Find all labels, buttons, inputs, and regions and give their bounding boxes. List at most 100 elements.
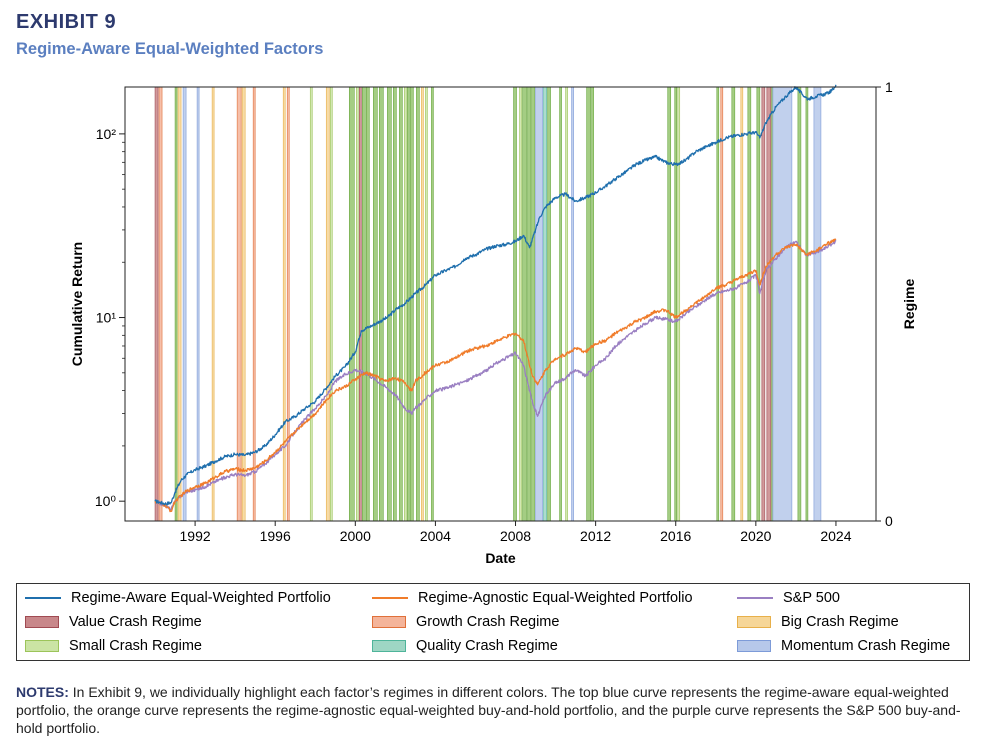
regime-band — [431, 86, 434, 522]
regime-band — [410, 86, 414, 522]
band-growth-crash-regime — [158, 86, 163, 522]
band-momentum-crash-regime — [535, 86, 543, 522]
legend-swatch — [737, 640, 771, 652]
band-growth-crash-regime — [720, 86, 724, 522]
regime-band — [531, 86, 535, 522]
band-value-crash-regime — [761, 86, 766, 522]
exhibit-title: EXHIBIT 9 — [16, 11, 117, 33]
legend-label: Small Crash Regime — [69, 638, 202, 654]
band-value-crash-regime — [766, 86, 772, 522]
x-tick-label: 2012 — [580, 528, 611, 544]
plot-frame — [124, 86, 877, 522]
band-growth-crash-regime — [252, 86, 256, 522]
band-small-crash-regime — [677, 86, 681, 522]
legend-label: Value Crash Regime — [69, 614, 202, 630]
regime-band — [674, 86, 678, 522]
band-big-crash-regime — [177, 86, 182, 522]
y2-tick-label: 0 — [885, 513, 893, 529]
band-big-crash-regime — [325, 86, 330, 522]
regime-band — [399, 86, 403, 522]
regime-band — [362, 86, 366, 522]
legend-item-small-crash-regime: Small Crash Regime — [25, 638, 202, 654]
regime-bands — [154, 86, 822, 522]
regime-band — [522, 86, 527, 522]
band-small-crash-regime — [309, 86, 313, 522]
band-big-crash-regime — [282, 86, 286, 522]
regime-band — [591, 86, 594, 522]
regime-band — [379, 86, 384, 522]
band-momentum-crash-regime — [772, 86, 793, 522]
legend-swatch — [25, 597, 61, 599]
regime-band — [797, 86, 802, 522]
legend-swatch — [25, 640, 59, 652]
legend-item-momentum-crash-regime: Momentum Crash Regime — [737, 638, 950, 654]
regime-band — [731, 86, 736, 522]
x-tick-label: 2000 — [340, 528, 371, 544]
regime-band — [586, 86, 591, 522]
regime-band — [667, 86, 672, 522]
band-big-crash-regime — [421, 86, 424, 522]
x-tick-label: 1996 — [260, 528, 291, 544]
legend-swatch — [372, 597, 408, 599]
band-momentum-crash-regime — [182, 86, 187, 522]
x-axis-label: Date — [485, 550, 516, 566]
x-tick-label: 2024 — [820, 528, 851, 544]
band-value-crash-regime — [359, 86, 362, 522]
notes-label: NOTES: — [16, 684, 69, 700]
regime-band — [416, 86, 420, 522]
band-quality-crash-regime — [543, 86, 547, 522]
series-line-s-p-500 — [154, 239, 837, 512]
legend-label: Regime-Aware Equal-Weighted Portfolio — [71, 590, 331, 606]
legend-swatch — [737, 597, 773, 599]
legend-label: Big Crash Regime — [781, 614, 899, 630]
legend-item-quality-crash-regime: Quality Crash Regime — [372, 638, 558, 654]
regime-band — [527, 86, 531, 522]
legend-swatch — [737, 616, 771, 628]
legend-item-value-crash-regime: Value Crash Regime — [25, 614, 202, 630]
regime-band — [805, 86, 809, 522]
band-small-crash-regime — [425, 86, 428, 522]
regime-band — [547, 86, 551, 522]
exhibit-subtitle: Regime-Aware Equal-Weighted Factors — [16, 40, 324, 58]
legend-item-s-p-500: S&P 500 — [737, 590, 840, 606]
band-small-crash-regime — [356, 86, 359, 522]
x-tick-label: 2008 — [500, 528, 531, 544]
series-lines — [154, 84, 837, 513]
series-line-regime-agnostic-equal-weighted-portfolio — [154, 238, 837, 513]
regime-band — [756, 86, 761, 522]
band-small-crash-regime — [329, 86, 333, 522]
regime-band — [393, 86, 397, 522]
regime-band — [373, 86, 378, 522]
legend-label: Momentum Crash Regime — [781, 638, 951, 654]
regime-band — [407, 86, 410, 522]
notes-text: In Exhibit 9, we individually highlight … — [16, 684, 961, 736]
x-tick-label: 1992 — [180, 528, 211, 544]
chart-canvas: 1992 1996 2000 2004 2008 2012 2016 2020 2024 10⁰ 1… — [69, 79, 917, 566]
legend-swatch — [25, 616, 59, 628]
band-momentum-crash-regime — [813, 86, 822, 522]
legend-item-big-crash-regime: Big Crash Regime — [737, 614, 899, 630]
band-value-crash-regime — [154, 86, 159, 522]
regime-band — [770, 86, 774, 522]
regime-band — [348, 86, 355, 522]
band-growth-crash-regime — [286, 86, 290, 522]
y2-tick-label: 1 — [885, 79, 893, 95]
x-tick-label: 2016 — [660, 528, 691, 544]
legend-swatch — [372, 640, 406, 652]
legend: Regime-Aware Equal-Weighted Portfolio Reg… — [16, 583, 970, 661]
x-tick-label: 2004 — [420, 528, 451, 544]
band-big-crash-regime — [740, 86, 744, 522]
y2-axis-label: Regime — [901, 279, 917, 330]
legend-item-regime-agnostic-equal-weighted-portfolio: Regime-Agnostic Equal-Weighted Portfolio — [372, 590, 693, 606]
legend-label: Growth Crash Regime — [416, 614, 560, 630]
notes: NOTES: In Exhibit 9, we individually hig… — [16, 683, 976, 737]
band-small-crash-regime — [519, 86, 522, 522]
legend-item-regime-aware-equal-weighted-portfolio: Regime-Aware Equal-Weighted Portfolio — [25, 590, 331, 606]
band-momentum-crash-regime — [571, 86, 574, 522]
y-tick-label: 10⁰ — [95, 493, 117, 509]
y-tick-label: 10² — [96, 126, 117, 142]
legend-label: Regime-Agnostic Equal-Weighted Portfolio — [418, 590, 693, 606]
regime-band — [513, 86, 517, 522]
legend-label: Quality Crash Regime — [416, 638, 558, 654]
regime-band — [716, 86, 720, 522]
